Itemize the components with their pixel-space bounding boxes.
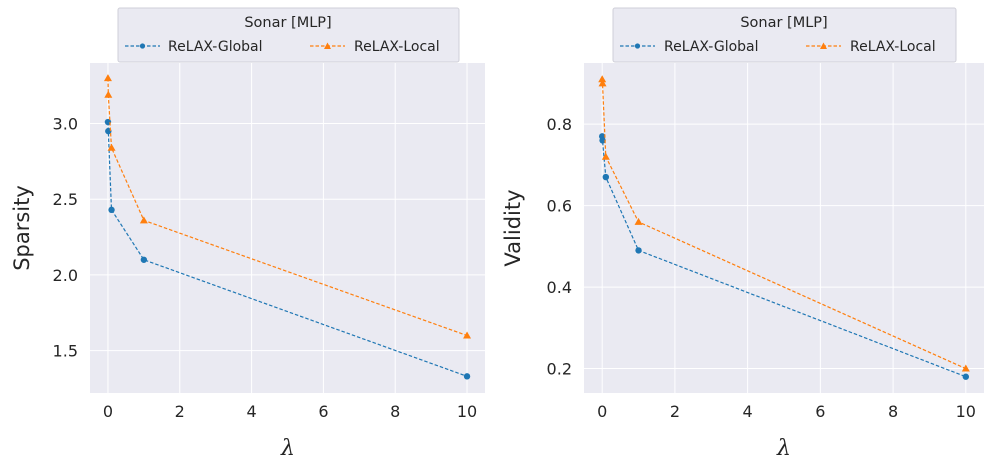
x-tick-label: 6	[318, 402, 328, 421]
legend-local-marker	[324, 42, 331, 49]
data-point-relax-local	[103, 74, 112, 82]
x-tick-label: 4	[743, 402, 753, 421]
data-point-relax-global	[635, 247, 642, 254]
x-tick-label: 2	[670, 402, 680, 421]
legend-box	[612, 7, 957, 63]
y-tick-label: 2.0	[53, 266, 78, 285]
plot-area	[584, 63, 984, 393]
data-point-relax-local	[598, 75, 607, 83]
legend-box	[117, 7, 460, 63]
legend-local-marker	[820, 42, 827, 49]
y-axis-title: Validity	[501, 189, 525, 266]
legend-local-label: ReLAX-Local	[850, 39, 936, 55]
x-tick-label: 6	[815, 402, 825, 421]
legend: Sonar [MLP] ReLAX-Global ReLAX-Local	[117, 7, 460, 63]
data-point-relax-global	[108, 206, 115, 214]
data-point-relax-local	[601, 152, 610, 160]
y-tick-label: 2.5	[53, 190, 78, 209]
series-layer	[103, 74, 472, 380]
legend-local-label: ReLAX-Local	[354, 39, 440, 55]
y-tick-label: 1.5	[53, 342, 78, 361]
legend-global-label: ReLAX-Global	[664, 39, 759, 55]
data-point-relax-local	[961, 364, 970, 372]
legend-title: Sonar [MLP]	[740, 15, 827, 31]
grid	[90, 63, 485, 393]
x-tick-label: 0	[597, 402, 607, 421]
x-tick-label: 2	[175, 402, 185, 421]
x-tick-labels: 0 2 4 6 8 10	[597, 402, 976, 421]
legend-title: Sonar [MLP]	[244, 15, 331, 31]
x-axis-title: λ	[280, 436, 295, 461]
y-tick-label: 0.2	[547, 360, 572, 379]
legend-global-label: ReLAX-Global	[168, 39, 263, 55]
y-tick-label: 0.6	[547, 197, 572, 216]
sparsity-chart: 0 2 4 6 8 10 1.5 2.0 2.5 3.0 Sparsity λ Sonar [M…	[10, 7, 485, 461]
data-point-relax-local	[463, 331, 472, 339]
data-point-relax-global	[463, 373, 471, 380]
x-tick-label: 10	[956, 402, 976, 421]
x-tick-label: 4	[246, 402, 256, 421]
y-tick-label: 0.4	[547, 278, 572, 297]
data-point-relax-global	[140, 256, 148, 263]
plot-area	[90, 63, 485, 393]
data-point-relax-local	[104, 90, 113, 98]
data-point-relax-local	[107, 143, 116, 151]
x-tick-label: 8	[390, 402, 400, 421]
x-tick-labels: 0 2 4 6 8 10	[103, 402, 477, 421]
y-tick-label: 3.0	[53, 115, 78, 134]
legend: Sonar [MLP] ReLAX-Global ReLAX-Local	[612, 7, 957, 63]
y-tick-labels: 0.2 0.4 0.6 0.8	[547, 115, 572, 378]
data-point-relax-global	[599, 137, 606, 144]
data-point-relax-local	[598, 79, 607, 87]
validity-chart: 0 2 4 6 8 10 0.2 0.4 0.6 0.8 Validity λ Sonar [M…	[501, 7, 984, 461]
y-tick-labels: 1.5 2.0 2.5 3.0	[53, 115, 78, 361]
legend-global-marker	[634, 43, 641, 49]
data-point-relax-local	[634, 217, 643, 225]
data-point-relax-global	[962, 373, 970, 380]
legend-global-marker	[139, 43, 146, 49]
series-line-relax-local	[107, 78, 468, 337]
x-tick-label: 10	[457, 402, 477, 421]
y-tick-label: 0.8	[547, 115, 572, 134]
x-tick-label: 0	[103, 402, 113, 421]
data-point-relax-global	[602, 173, 610, 181]
x-tick-label: 8	[888, 402, 898, 421]
series-layer	[598, 75, 970, 380]
data-point-relax-local	[139, 216, 148, 224]
y-axis-title: Sparsity	[10, 185, 34, 271]
x-axis-title: λ	[776, 436, 791, 461]
